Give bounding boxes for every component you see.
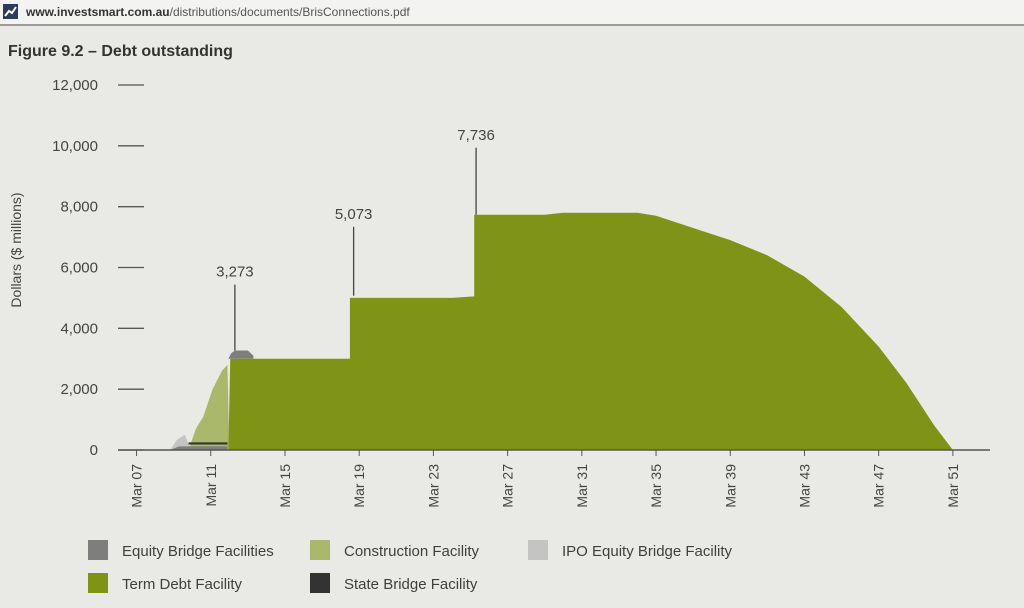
y-tick-label: 10,000 — [52, 138, 98, 155]
legend-swatch — [528, 540, 548, 560]
legend-label: IPO Equity Bridge Facility — [562, 543, 733, 560]
x-tick-label: Mar 47 — [871, 464, 887, 508]
area-state-bridge-facility — [188, 442, 228, 445]
x-tick-label: Mar 27 — [500, 464, 516, 508]
x-tick-label: Mar 07 — [129, 464, 145, 508]
x-tick-label: Mar 51 — [945, 464, 961, 508]
y-tick-label: 12,000 — [52, 77, 98, 94]
y-tick-label: 6,000 — [60, 260, 98, 277]
annotation-label: 7,736 — [457, 127, 495, 144]
annotation-label: 5,073 — [335, 206, 373, 223]
chart-annotations: 3,273 5,073 7,736 — [216, 127, 495, 351]
x-tick-label: Mar 11 — [203, 464, 219, 507]
area-ipo-equity-bridge-facility — [169, 434, 193, 450]
legend-label: Term Debt Facility — [122, 576, 243, 593]
site-favicon-icon — [3, 4, 18, 19]
legend-swatch — [310, 573, 330, 593]
legend-label: State Bridge Facility — [344, 576, 478, 593]
y-tick-label: 2,000 — [60, 381, 98, 398]
y-tick-label: 0 — [90, 442, 98, 459]
area-term-debt-facility — [228, 212, 953, 450]
chart-axes: 0 2,000 4,000 6,000 8,000 10,000 12,000 Mar 07 M… — [52, 77, 990, 508]
legend-swatch — [88, 573, 108, 593]
y-tick-label: 4,000 — [60, 320, 98, 337]
y-tick-label: 8,000 — [60, 199, 98, 216]
x-tick-label: Mar 19 — [351, 464, 367, 508]
x-tick-label: Mar 31 — [574, 464, 590, 508]
x-tick-label: Mar 35 — [648, 464, 664, 508]
area-construction-facility — [188, 364, 230, 450]
x-tick-label: Mar 43 — [796, 464, 812, 508]
legend-swatch — [310, 540, 330, 560]
y-axis-label: Dollars ($ millions) — [8, 192, 24, 307]
x-tick-label: Mar 23 — [425, 464, 441, 508]
x-tick-label: Mar 15 — [277, 464, 293, 508]
annotation-label: 3,273 — [216, 264, 254, 281]
browser-url-bar[interactable]: www.investsmart.com.au/distributions/doc… — [0, 0, 1024, 26]
chart-areas — [169, 212, 953, 450]
url-text: www.investsmart.com.au/distributions/doc… — [26, 5, 410, 19]
legend-swatch — [88, 540, 108, 560]
legend-label: Equity Bridge Facilities — [122, 543, 274, 560]
chart-legend: Equity Bridge Facilities Construction Fa… — [88, 538, 808, 602]
x-tick-label: Mar 39 — [722, 464, 738, 508]
figure-title: Figure 9.2 – Debt outstanding — [8, 43, 233, 60]
legend-label: Construction Facility — [344, 543, 480, 560]
